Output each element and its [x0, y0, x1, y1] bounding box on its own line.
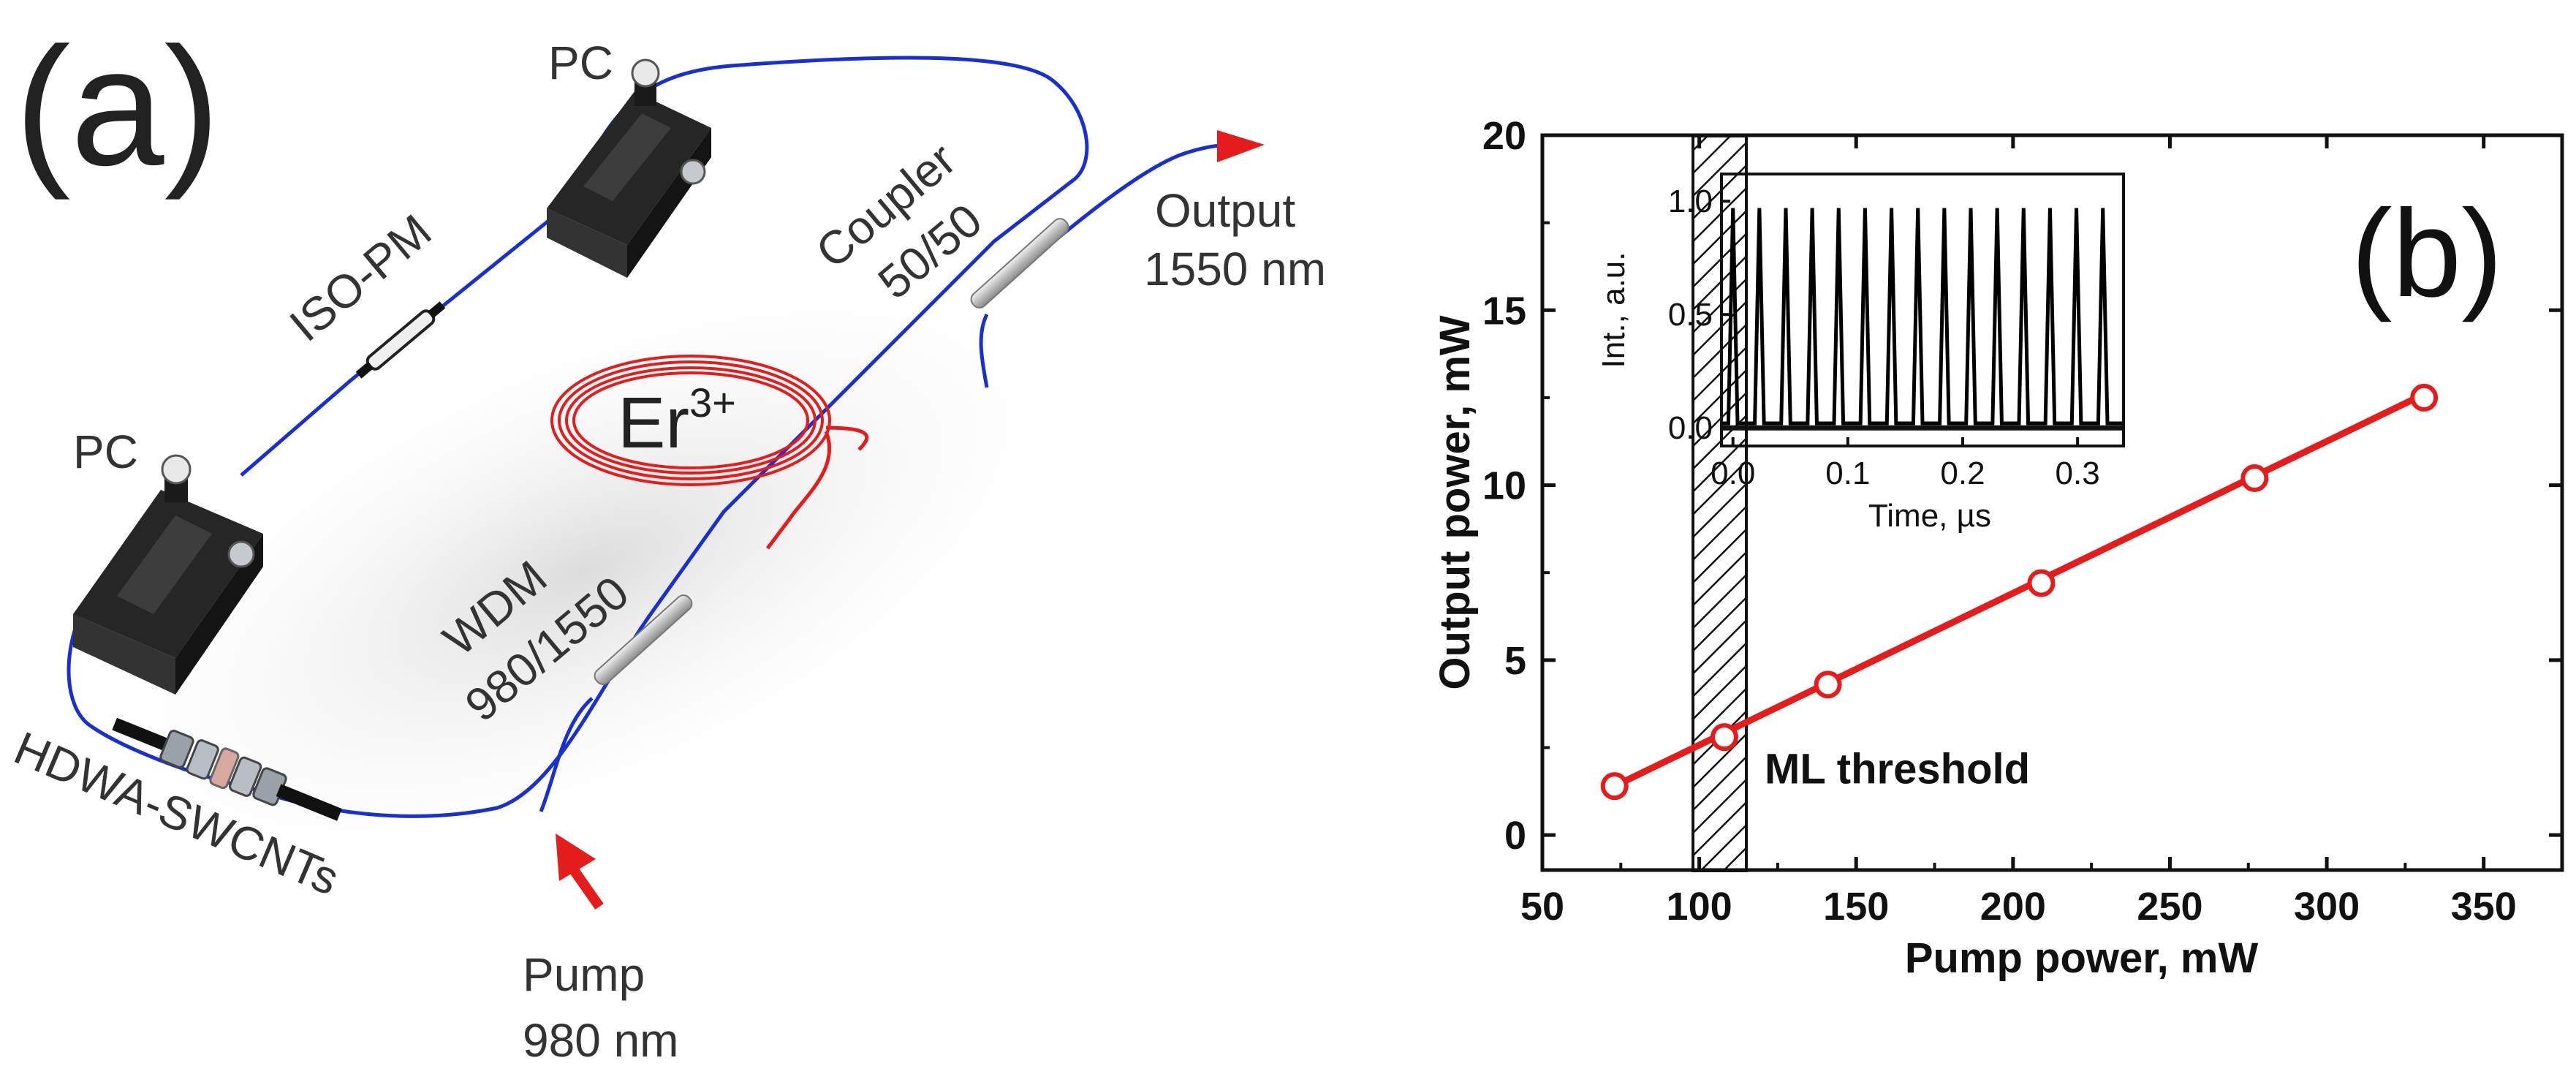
x-tick-label: 200	[1980, 885, 2046, 929]
output-coupler	[970, 218, 1069, 309]
main-axes: 50 100 150 200 250 300 350 0 5 10 15 20	[1482, 114, 2564, 929]
x-tick-label: 50	[1520, 885, 1564, 929]
inset-x-tick-label: 0.3	[2056, 455, 2100, 491]
output-label-line2: 1550 nm	[1144, 243, 1326, 295]
inset-x-axis-label: Time, µs	[1868, 498, 1991, 534]
data-point	[2240, 464, 2269, 492]
pulse-train-series	[1721, 208, 2124, 431]
panel-a-label: (a)	[15, 12, 220, 200]
main-chart: 50 100 150 200 250 300 350 0 5 10 15 20 Output powe…	[1431, 114, 2564, 982]
threshold-label: ML threshold	[1765, 746, 2030, 793]
output-label-line1: Output	[1155, 184, 1295, 237]
pump-label-line2: 980 nm	[523, 1014, 678, 1067]
polarization-controller-top	[547, 58, 711, 278]
inset-frame	[1720, 173, 2125, 447]
inset-y-tick-label: 0.5	[1668, 297, 1713, 333]
x-tick-label: 300	[2294, 885, 2360, 929]
coupler-tap-fiber	[979, 313, 989, 388]
x-tick-label: 100	[1667, 885, 1732, 929]
inset-y-axis-label: Int., a.u.	[1596, 252, 1632, 368]
data-point	[1600, 772, 1629, 801]
x-tick-label: 350	[2451, 885, 2517, 929]
y-tick-label: 0	[1504, 814, 1526, 858]
data-point	[2410, 383, 2439, 412]
fit-line	[1613, 391, 2426, 790]
panel-b-label: (b)	[2351, 184, 2503, 323]
pulse-trace	[1721, 208, 2124, 426]
x-tick-label: 150	[1823, 885, 1889, 929]
data-point	[2027, 569, 2056, 597]
pc-left-label: PC	[73, 426, 138, 478]
y-tick-label: 10	[1482, 464, 1526, 508]
inset-x-tick-label: 0.2	[1940, 455, 1985, 491]
pump-arrow-icon	[556, 833, 604, 910]
x-axis-label: Pump power, mW	[1905, 934, 2259, 982]
pump-fiber	[539, 697, 594, 812]
pump-label-line1: Pump	[523, 948, 645, 1001]
inset-x-tick-label: 0.1	[1825, 455, 1870, 491]
output-power-series	[1600, 383, 2439, 801]
plot-frame	[1540, 133, 2564, 872]
data-point	[1814, 670, 1842, 699]
fiber-upper	[240, 196, 579, 477]
er-label: Er3+	[618, 379, 736, 463]
y-axis-label: Output power, mW	[1431, 315, 1479, 690]
er-fiber-coil	[550, 355, 869, 550]
threshold-region-group	[1692, 135, 1748, 872]
schematic-panel: (a) Er3+	[7, 12, 1327, 1067]
y-tick-label: 15	[1482, 289, 1526, 333]
threshold-region	[1692, 135, 1748, 872]
y-tick-label: 20	[1482, 114, 1526, 158]
x-tick-label: 250	[2137, 885, 2202, 929]
inset-x-tick-label: 0.0	[1711, 455, 1755, 491]
y-tick-label: 5	[1504, 639, 1526, 683]
inset-axes: 0.0 0.1 0.2 0.3 0.0 0.5 1.0	[1668, 173, 2125, 491]
inset-y-tick-label: 1.0	[1668, 184, 1713, 219]
wdm-coupler	[594, 594, 693, 685]
isolator-device	[355, 301, 446, 379]
inset-y-tick-label: 0.0	[1668, 410, 1713, 446]
saturable-absorber-connector	[112, 717, 342, 821]
pc-top-label: PC	[548, 37, 613, 89]
output-arrow-icon	[1217, 130, 1265, 162]
data-point	[1710, 723, 1738, 752]
polarization-controller-left	[73, 454, 263, 695]
inset-chart: 0.0 0.1 0.2 0.3 0.0 0.5 1.0 Int., a.u. Time, µ…	[1596, 173, 2125, 534]
